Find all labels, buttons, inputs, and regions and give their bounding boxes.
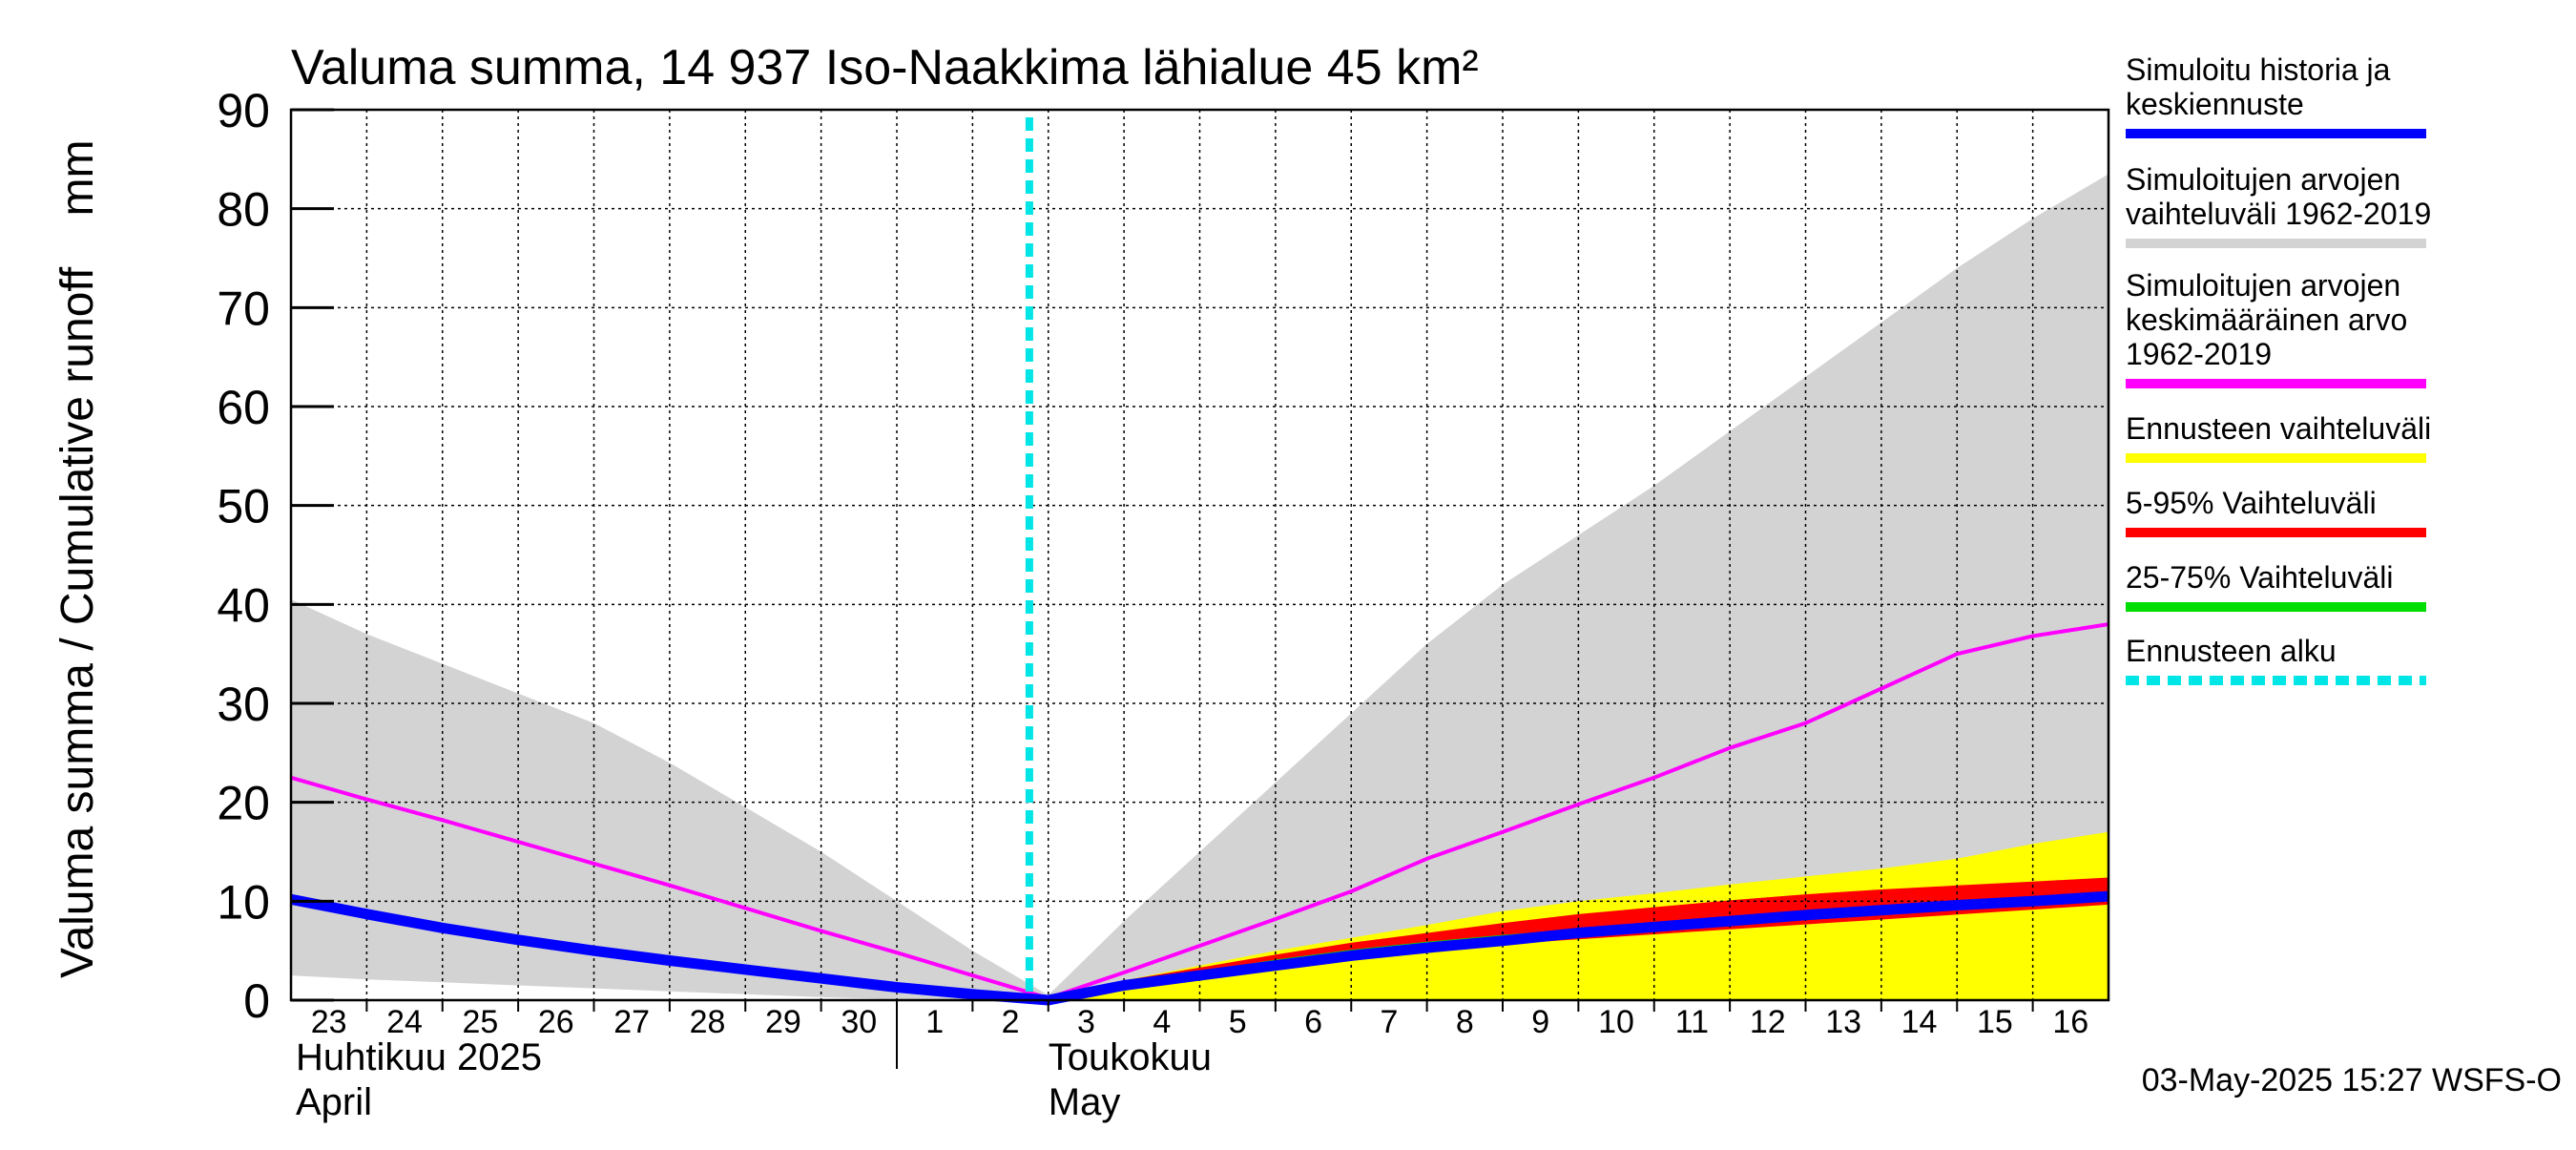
x-tick-label: 9 <box>1531 1004 1549 1040</box>
x-tick-label: 1 <box>925 1004 944 1040</box>
x-tick-label: 14 <box>1901 1004 1938 1040</box>
legend-label: 1962-2019 <box>2126 337 2272 371</box>
x-tick-label: 30 <box>841 1004 877 1040</box>
x-tick-label: 5 <box>1229 1004 1247 1040</box>
x-tick-label: 23 <box>311 1004 347 1040</box>
y-tick-label: 40 <box>217 578 270 632</box>
month-label-en: May <box>1049 1081 1121 1123</box>
legend-label: Simuloitujen arvojen <box>2126 268 2400 303</box>
x-tick-label: 24 <box>386 1004 423 1040</box>
y-tick-label: 50 <box>217 480 270 533</box>
legend-label: vaihteluväli 1962-2019 <box>2126 197 2431 231</box>
x-tick-label: 25 <box>463 1004 499 1040</box>
x-tick-label: 12 <box>1750 1004 1786 1040</box>
x-tick-label: 4 <box>1153 1004 1171 1040</box>
y-tick-label: 20 <box>217 777 270 830</box>
legend-label: Simuloitu historia ja <box>2126 52 2391 87</box>
footer-timestamp: 03-May-2025 15:27 WSFS-O <box>2142 1062 2562 1098</box>
y-tick-label: 70 <box>217 282 270 335</box>
x-tick-label: 15 <box>1977 1004 2013 1040</box>
legend-label: keskimääräinen arvo <box>2126 303 2407 337</box>
x-tick-label: 6 <box>1304 1004 1322 1040</box>
x-tick-label: 26 <box>538 1004 574 1040</box>
x-tick-label: 27 <box>613 1004 650 1040</box>
x-tick-label: 13 <box>1825 1004 1861 1040</box>
month-label-fi: Huhtikuu 2025 <box>296 1036 542 1078</box>
legend-label: 25-75% Vaihteluväli <box>2126 560 2393 595</box>
x-tick-label: 10 <box>1598 1004 1634 1040</box>
legend-label: Ennusteen alku <box>2126 634 2337 668</box>
chart-title: Valuma summa, 14 937 Iso-Naakkima lähial… <box>291 40 1479 95</box>
y-axis-label: Valuma summa / Cumulative runoff mm <box>52 139 103 978</box>
y-tick-label: 90 <box>217 84 270 137</box>
legend-label: Simuloitujen arvojen <box>2126 162 2400 197</box>
legend-label: keskiennuste <box>2126 87 2304 121</box>
plot-lines <box>289 117 2109 1006</box>
y-tick-label: 10 <box>217 875 270 929</box>
x-tick-label: 11 <box>1675 1004 1709 1040</box>
series-line-mean <box>290 622 2109 1000</box>
band-edge-upper <box>1048 877 2109 1002</box>
y-tick-label: 60 <box>217 381 270 434</box>
legend-label: 5-95% Vaihteluväli <box>2126 486 2377 520</box>
x-tick-label: 8 <box>1456 1004 1474 1040</box>
x-tick-label: 29 <box>765 1004 801 1040</box>
x-tick-label: 7 <box>1380 1004 1398 1040</box>
y-tick-label: 0 <box>243 974 270 1028</box>
x-tick-label: 28 <box>690 1004 726 1040</box>
month-label-fi: Toukokuu <box>1049 1036 1212 1078</box>
x-tick-label: 3 <box>1077 1004 1095 1040</box>
month-label-en: April <box>296 1081 372 1123</box>
y-tick-label: 30 <box>217 678 270 731</box>
x-tick-label: 2 <box>1002 1004 1020 1040</box>
series-line-median <box>289 890 2109 1006</box>
legend-label: Ennusteen vaihteluväli <box>2126 411 2431 446</box>
x-tick-label: 16 <box>2052 1004 2088 1040</box>
y-tick-label: 80 <box>217 183 270 237</box>
